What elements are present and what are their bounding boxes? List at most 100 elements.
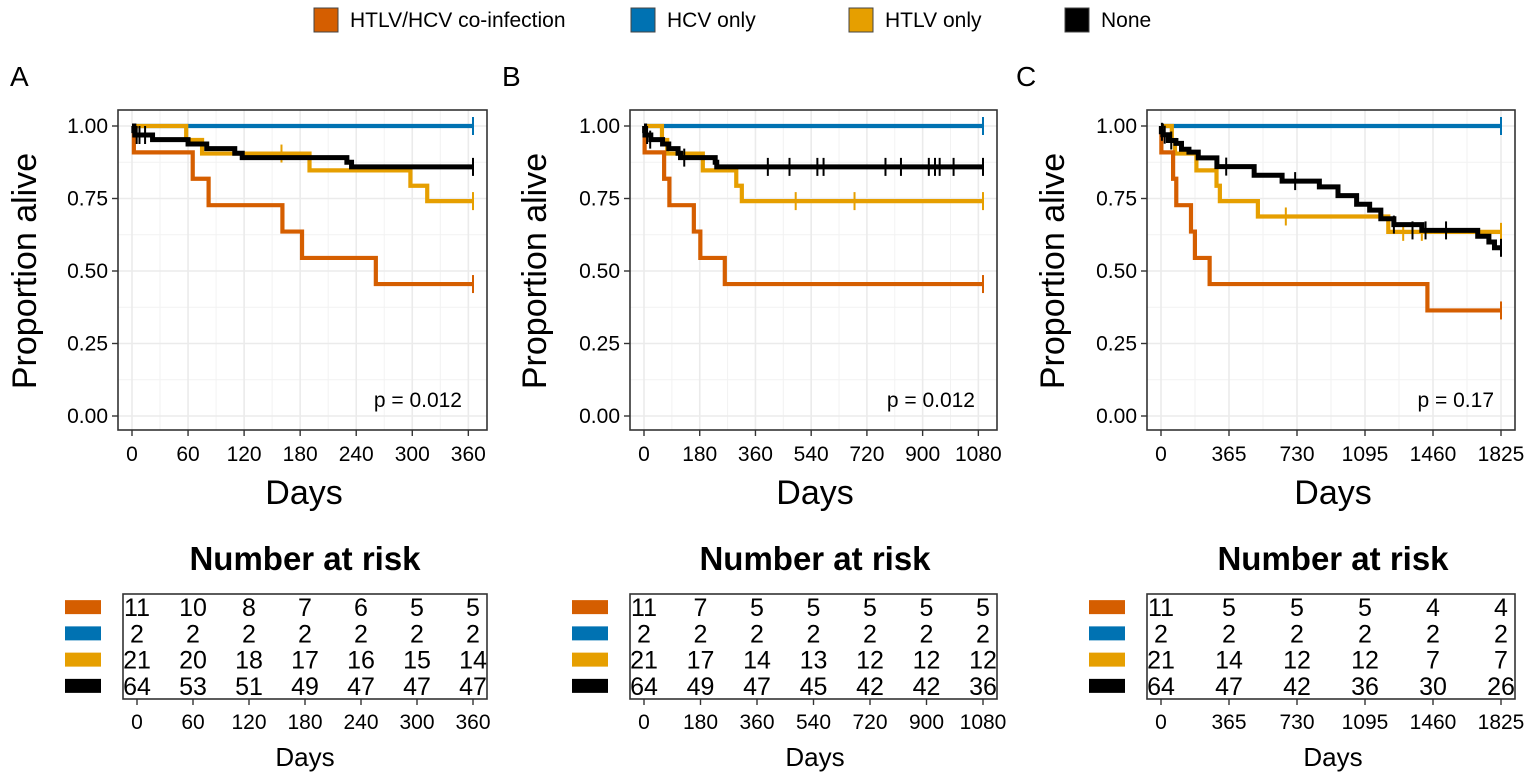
x-tick-label: 240 — [339, 443, 374, 466]
risk-value: 5 — [750, 594, 764, 622]
y-tick-label: 0.50 — [1096, 260, 1137, 283]
x-tick-label: 1080 — [955, 443, 1002, 466]
risk-value: 13 — [800, 647, 828, 675]
risk-value: 2 — [1222, 620, 1236, 648]
risk-value: 15 — [403, 647, 431, 675]
risk-value: 2 — [354, 620, 368, 648]
risk-x-tick-label: 1825 — [1478, 711, 1525, 734]
p-value: p = 0.012 — [374, 389, 462, 412]
y-tick-label: 0.75 — [1096, 188, 1137, 211]
risk-value: 14 — [1215, 647, 1243, 675]
risk-row-swatch — [65, 626, 101, 641]
y-tick-label: 0.00 — [1096, 405, 1137, 428]
y-tick-label: 0.00 — [67, 405, 108, 428]
risk-x-label: Days — [785, 742, 844, 772]
panel-letter: C — [1016, 61, 1036, 92]
plot-border — [1146, 109, 1516, 431]
risk-value: 47 — [347, 673, 375, 701]
x-tick-label: 1825 — [1478, 443, 1525, 466]
x-tick-label: 180 — [283, 443, 318, 466]
panel-b: B Proportion alive 0.000.250.500.751.000… — [502, 61, 1006, 772]
risk-x-tick-label: 360 — [455, 711, 490, 734]
risk-table-border — [1146, 593, 1516, 700]
risk-value: 49 — [291, 673, 319, 701]
risk-x-tick-label: 720 — [852, 711, 887, 734]
risk-table-title: Number at risk — [1217, 540, 1449, 577]
risk-row-swatch — [65, 678, 101, 693]
risk-x-tick-label: 1095 — [1342, 711, 1389, 734]
risk-x-label: Days — [275, 742, 334, 772]
x-tick-label: 0 — [126, 443, 138, 466]
risk-value: 5 — [976, 594, 990, 622]
legend-swatch-hcv-only — [630, 7, 656, 33]
legend-label-coinfection: HTLV/HCV co-infection — [350, 9, 566, 32]
risk-x-tick-label: 0 — [1155, 711, 1167, 734]
risk-value: 5 — [466, 594, 480, 622]
risk-x-tick-label: 60 — [181, 711, 204, 734]
x-tick-label: 0 — [638, 443, 650, 466]
risk-value: 7 — [298, 594, 312, 622]
y-axis-label: Proportion alive — [6, 153, 44, 389]
risk-x-tick-label: 0 — [131, 711, 143, 734]
x-axis-label: Days — [265, 474, 342, 512]
y-tick-label: 1.00 — [1096, 115, 1137, 138]
legend-swatch-none — [1064, 7, 1090, 33]
risk-table-title: Number at risk — [699, 540, 931, 577]
legend-swatch-htlv-only — [848, 7, 874, 33]
risk-value: 2 — [410, 620, 424, 648]
coinfection-curve — [642, 123, 983, 287]
risk-value: 20 — [179, 647, 207, 675]
y-tick-label: 0.25 — [67, 333, 108, 356]
risk-value: 2 — [976, 620, 990, 648]
risk-value: 2 — [694, 620, 708, 648]
risk-value: 2 — [1290, 620, 1304, 648]
risk-table-title: Number at risk — [189, 540, 421, 577]
y-axis-label: Proportion alive — [516, 153, 554, 389]
risk-value: 42 — [856, 673, 884, 701]
y-tick-label: 1.00 — [67, 115, 108, 138]
risk-x-tick-label: 540 — [796, 711, 831, 734]
y-tick-label: 1.00 — [579, 115, 620, 138]
risk-value: 47 — [403, 673, 431, 701]
risk-row-swatch — [65, 652, 101, 667]
y-tick-label: 0.50 — [579, 260, 620, 283]
risk-value: 2 — [863, 620, 877, 648]
x-tick-label: 720 — [849, 443, 884, 466]
y-tick-label: 0.25 — [1096, 333, 1137, 356]
risk-value: 2 — [130, 620, 144, 648]
risk-value: 64 — [1147, 673, 1175, 701]
risk-value: 53 — [179, 673, 207, 701]
risk-x-tick-label: 730 — [1279, 711, 1314, 734]
risk-value: 2 — [750, 620, 764, 648]
risk-x-tick-label: 360 — [739, 711, 774, 734]
x-tick-label: 1095 — [1342, 443, 1389, 466]
risk-x-tick-label: 1080 — [960, 711, 1007, 734]
risk-x-tick-label: 180 — [683, 711, 718, 734]
risk-value: 2 — [920, 620, 934, 648]
htlv-only-curve — [644, 123, 983, 204]
risk-value: 12 — [1283, 647, 1311, 675]
risk-value: 11 — [124, 594, 150, 622]
legend: HTLV/HCV co-infection HCV only HTLV only… — [313, 7, 1151, 33]
risk-value: 36 — [1351, 673, 1379, 701]
risk-row-swatch — [572, 626, 608, 641]
risk-value: 2 — [1154, 620, 1168, 648]
legend-label-htlv-only: HTLV only — [885, 9, 982, 32]
x-tick-label: 60 — [176, 443, 199, 466]
plot-area: 0.00 0.25 0.50 0.75 1.00 0 180 360 540 720 900 1080 — [579, 109, 1002, 466]
risk-value: 47 — [743, 673, 771, 701]
risk-value: 12 — [913, 647, 941, 675]
risk-value: 5 — [863, 594, 877, 622]
panel-letter: B — [502, 61, 521, 92]
x-tick-label: 365 — [1211, 443, 1246, 466]
risk-value: 16 — [347, 647, 375, 675]
risk-value: 2 — [807, 620, 821, 648]
risk-value: 21 — [123, 647, 151, 675]
risk-table: 11 5 5 5 4 42 2 2 2 2 221 14 12 12 7 764 47 42 36 30 260 365 7… — [1089, 593, 1525, 734]
risk-row-swatch — [572, 678, 608, 693]
risk-value: 6 — [354, 594, 368, 622]
risk-value: 12 — [969, 647, 997, 675]
x-tick-label: 1460 — [1410, 443, 1457, 466]
